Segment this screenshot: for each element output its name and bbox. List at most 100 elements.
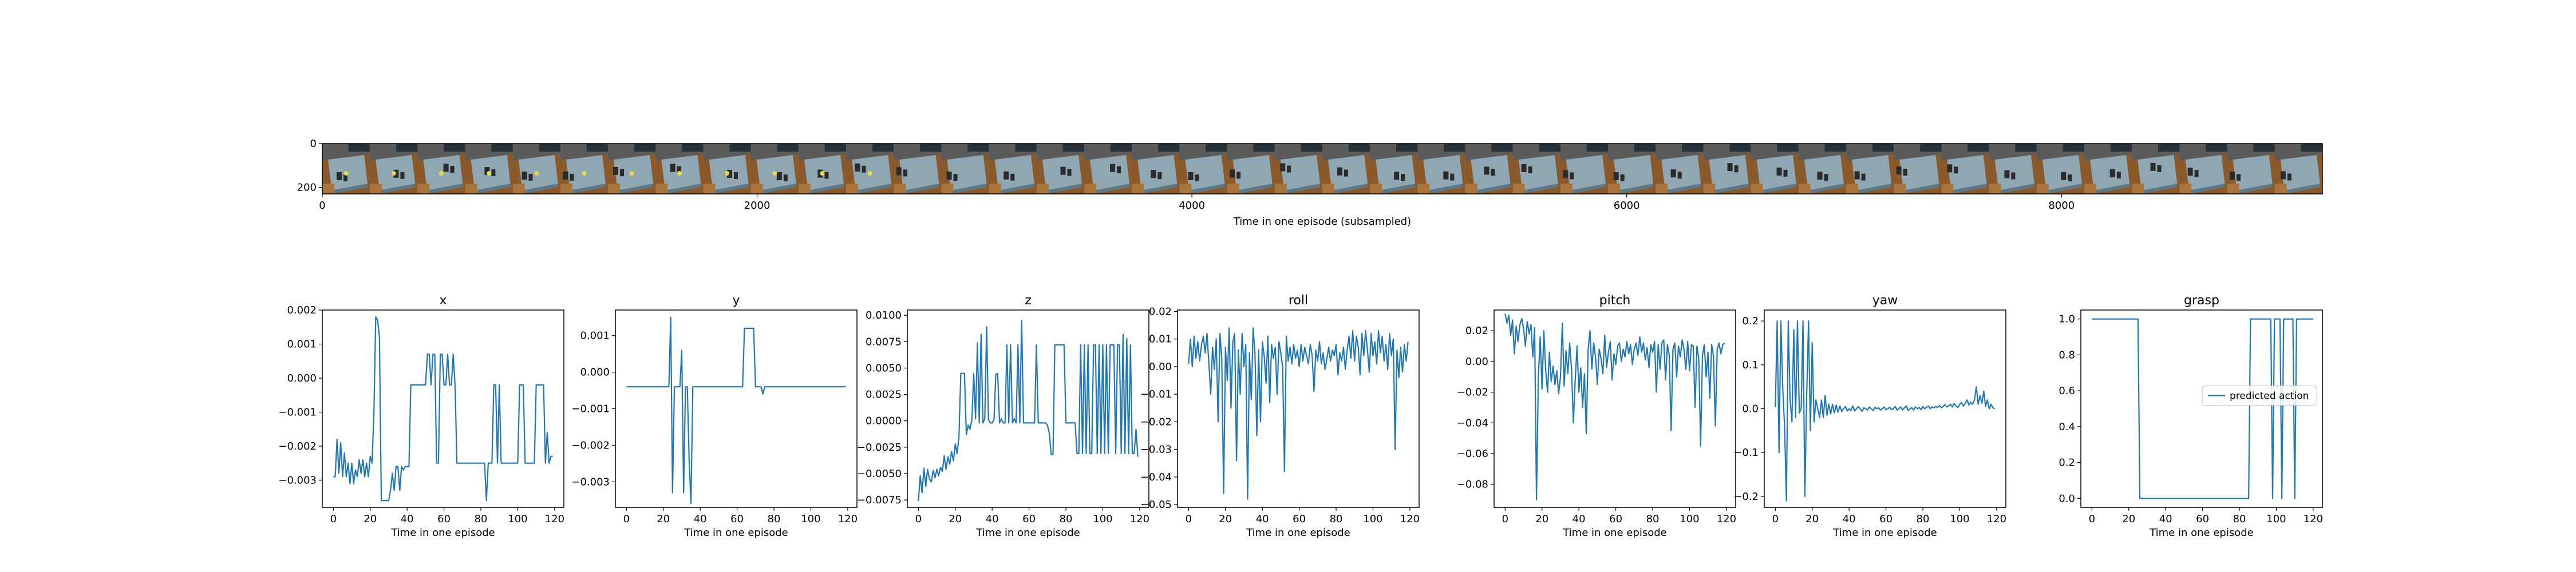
subplot-title: y (732, 293, 740, 308)
x-tick-label: 100 (1950, 513, 1969, 525)
y-tick-label: 0.001 (287, 338, 317, 350)
y-tick-label: 0.4 (2059, 421, 2075, 433)
y-tick-label: −0.01 (1140, 388, 1172, 400)
y-tick-label: 0.2 (1742, 315, 1759, 327)
x-tick-label: 40 (2159, 513, 2172, 525)
x-tick-label: 20 (1219, 513, 1232, 525)
x-axis-label: Time in one episode (975, 527, 1080, 539)
x-tick-label: 0 (1186, 513, 1192, 525)
x-tick-label: 80 (768, 513, 781, 525)
y-tick-label: −0.2 (1733, 491, 1759, 503)
y-tick-label: −0.02 (1140, 416, 1172, 428)
episode-frame (465, 144, 513, 194)
x-tick-label: 0 (1772, 513, 1779, 525)
episode-frame (512, 144, 561, 194)
y-tick-label: 200 (297, 182, 317, 194)
subplot-title: yaw (1872, 293, 1898, 308)
subplot-title: z (1025, 293, 1032, 308)
subplot-yaw: 0 20 40 60 80 100 120 0.2 0.1 0.0 −0.1 −0.2 yaw Time … (1733, 293, 2006, 539)
x-tick-label: 120 (1987, 513, 2006, 525)
episode-frame (750, 144, 799, 194)
x-tick-label: 80 (1060, 513, 1073, 525)
y-tick-label: 0.8 (2059, 349, 2075, 361)
x-axis-label: Time in one episode (subsampled) (1233, 216, 1411, 228)
episode-frame (1274, 144, 1323, 194)
x-tick-label: 60 (1879, 513, 1893, 525)
episode-frame (894, 144, 942, 194)
series-line (918, 320, 1139, 502)
y-tick-label: 0.1 (1742, 359, 1759, 371)
x-axis-label: Time in one episode (390, 527, 495, 539)
x-tick-label: 40 (986, 513, 999, 525)
axes-frame (322, 309, 564, 508)
series-line (1188, 327, 1409, 500)
episode-frame (1370, 144, 1418, 194)
episode-frame (1798, 144, 1847, 194)
episode-frame (1227, 144, 1275, 194)
series-line (1504, 313, 1725, 500)
x-tick-label: 80 (1646, 513, 1660, 525)
episode-frame (1322, 144, 1370, 194)
y-tick-label: 0.001 (580, 330, 610, 342)
y-tick-label: 0.0075 (866, 336, 902, 348)
y-tick-label: −0.003 (278, 474, 317, 486)
y-tick-label: −0.003 (571, 476, 610, 488)
series-line (333, 316, 553, 502)
y-tick-label: 0.0025 (866, 389, 902, 401)
x-tick-label: 40 (694, 513, 707, 525)
x-tick-label: 100 (801, 513, 820, 525)
x-tick-label: 40 (1256, 513, 1269, 525)
subplot-title: roll (1289, 293, 1308, 308)
y-tick-label: −0.001 (278, 406, 317, 418)
subplot-pitch: 0 20 40 60 80 100 120 0.02 0.00 −0.02 −0.04 −0.06 −0… (1457, 293, 1736, 539)
episode-frame (2036, 144, 2085, 194)
axes-frame (1177, 309, 1420, 508)
image-axes-frame (322, 143, 2323, 194)
x-tick-label: 120 (1400, 513, 1420, 525)
y-tick-label: 0.0 (1742, 403, 1759, 415)
y-tick-label: −0.08 (1457, 479, 1488, 491)
x-tick-label: 8000 (2048, 200, 2075, 212)
y-tick-label: 0 (310, 138, 317, 150)
legend-box (2202, 385, 2317, 406)
episode-frame (1989, 144, 2037, 194)
episode-frame (798, 144, 847, 194)
x-axis-label: Time in one episode (2149, 527, 2254, 539)
x-tick-label: 80 (1917, 513, 1930, 525)
x-tick-label: 80 (1330, 513, 1343, 525)
episode-frame (1084, 144, 1132, 194)
x-tick-label: 60 (2196, 513, 2209, 525)
y-tick-label: −0.04 (1457, 417, 1488, 429)
episode-frame (1656, 144, 1704, 194)
episode-frame (941, 144, 990, 194)
episode-frame (2084, 144, 2132, 194)
episode-frame (608, 144, 656, 194)
y-tick-label: −0.1 (1733, 447, 1759, 459)
x-tick-label: 20 (1535, 513, 1548, 525)
x-tick-label: 120 (1717, 513, 1736, 525)
x-tick-label: 100 (2266, 513, 2286, 525)
x-axis-label: Time in one episode (1832, 527, 1937, 539)
y-tick-label: −0.03 (1140, 444, 1172, 456)
y-tick-label: −0.002 (278, 440, 317, 452)
x-tick-label: 40 (1843, 513, 1856, 525)
x-tick-label: 120 (838, 513, 858, 525)
episode-frame (703, 144, 752, 194)
episode-frame (1703, 144, 1752, 194)
y-tick-label: −0.0075 (857, 494, 902, 506)
episode-frame (1751, 144, 1799, 194)
episode-frame (989, 144, 1037, 194)
y-tick-label: −0.0025 (857, 442, 902, 454)
y-tick-label: 0.002 (287, 304, 317, 316)
y-tick-label: 0.0 (2059, 492, 2075, 505)
y-tick-label: 0.01 (1149, 333, 1172, 345)
episode-frame (1846, 144, 1894, 194)
x-tick-label: 120 (2304, 513, 2323, 525)
subplot-y: 0 20 40 60 80 100 120 0.001 0.000 −0.001 −0.002 −0.… (571, 293, 858, 539)
x-tick-label: 60 (1609, 513, 1622, 525)
episode-frame (322, 144, 370, 194)
y-tick-label: 0.0050 (866, 362, 902, 374)
y-tick-label: 0.02 (1465, 325, 1488, 337)
